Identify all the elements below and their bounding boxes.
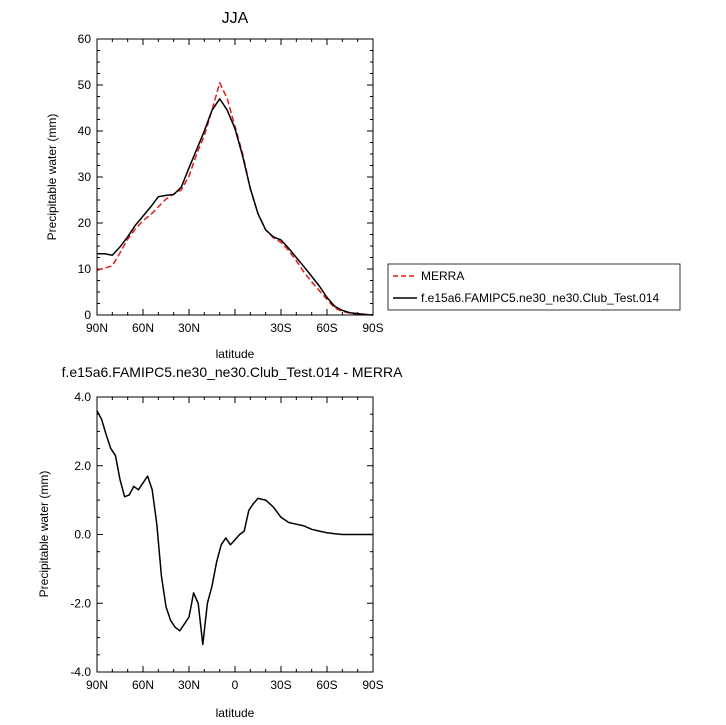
bottom-chart-title: f.e15a6.FAMIPC5.ne30_ne30.Club_Test.014 … — [62, 364, 404, 380]
top-y-tick-label: 40 — [78, 124, 92, 138]
bottom-y-tick-label: 2.0 — [74, 459, 91, 473]
top-x-tick-label: 90N — [86, 321, 108, 335]
bottom-y-tick-label: 4.0 — [74, 390, 91, 404]
top-series-lines — [96, 81, 374, 316]
bottom-x-tick-label: 90N — [86, 678, 108, 692]
top-y-tick-label: 50 — [78, 78, 92, 92]
bottom-plot-frame — [96, 396, 374, 673]
top-axis-ticks: 90N 60N 30N 30S 60S 90S 0 10 20 30 40 50 60 — [78, 32, 384, 335]
bottom-x-axis-label: latitude — [216, 706, 255, 720]
bottom-panel: f.e15a6.FAMIPC5.ne30_ne30.Club_Test.014 … — [37, 364, 403, 720]
legend-model-label: f.e15a6.FAMIPC5.ne30_ne30.Club_Test.014 — [421, 291, 659, 305]
bottom-y-axis-label: Precipitable water (mm) — [37, 471, 51, 598]
bottom-x-tick-label: 0 — [232, 678, 239, 692]
bottom-y-tick-label: -2.0 — [70, 596, 91, 610]
top-chart-title: JJA — [222, 10, 249, 27]
top-panel: JJA latitude Precipitable water (mm) 90N… — [45, 10, 384, 361]
top-y-tick-label: 30 — [78, 170, 92, 184]
bottom-x-tick-label: 30S — [270, 678, 291, 692]
legend-box — [387, 263, 681, 311]
bottom-x-tick-label: 30N — [178, 678, 200, 692]
bottom-x-tick-label: 60N — [132, 678, 154, 692]
top-y-tick-label: 20 — [78, 216, 92, 230]
top-x-tick-label: 30N — [178, 321, 200, 335]
top-y-tick-label: 10 — [78, 262, 92, 276]
top-y-tick-label: 60 — [78, 32, 92, 46]
bottom-x-tick-label: 90S — [362, 678, 383, 692]
legend-merra-label: MERRA — [421, 269, 464, 283]
bottom-y-tick-label: -4.0 — [70, 665, 91, 679]
top-x-tick-label: 60S — [316, 321, 337, 335]
top-x-tick-label: 60N — [132, 321, 154, 335]
bottom-y-tick-label: 0.0 — [74, 528, 91, 542]
bottom-series-lines — [96, 410, 373, 646]
top-series-line-model — [97, 98, 374, 316]
top-x-axis-label: latitude — [216, 347, 255, 361]
bottom-x-tick-label: 60S — [316, 678, 337, 692]
top-series-line-merra — [96, 81, 374, 316]
top-x-tick-label: 90S — [362, 321, 383, 335]
top-x-tick-label: 30S — [270, 321, 291, 335]
bottom-series-line-difference — [96, 410, 373, 646]
legend: MERRA f.e15a6.FAMIPC5.ne30_ne30.Club_Tes… — [387, 263, 681, 311]
top-plot-frame — [96, 38, 374, 316]
top-y-tick-label: 0 — [84, 308, 91, 322]
top-y-axis-label: Precipitable water (mm) — [45, 114, 59, 241]
